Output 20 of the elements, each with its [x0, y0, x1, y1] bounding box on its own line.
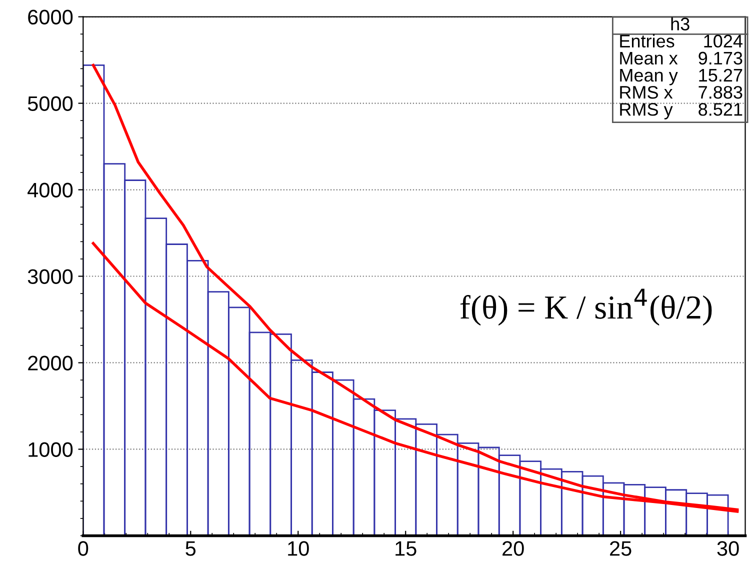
y-tick-label: 3000	[28, 269, 73, 284]
x-tick-label: 20	[502, 541, 524, 556]
y-tick-label: 5000	[28, 96, 73, 112]
text: Entries 1024	[620, 34, 742, 48]
x-tick-label: 30	[717, 541, 739, 556]
text: RMS x 7.883	[620, 86, 742, 99]
y-tick-label: 4000	[28, 182, 73, 198]
annotation: h3	[671, 17, 690, 30]
x-tick-label: 15	[396, 541, 416, 556]
annotation: f(θ) = K / sin$^{4}$(θ/2)	[460, 288, 712, 326]
x-tick-label: 25	[610, 541, 632, 556]
y-tick-label: 2000	[28, 356, 73, 370]
x-tick-label: 10	[288, 541, 309, 556]
annotation: Mean y 15.27	[620, 68, 742, 86]
y-tick-label: 1000	[28, 442, 73, 457]
text: RMS y 8.521	[620, 103, 742, 120]
x-tick-label: 5	[186, 541, 196, 556]
y-tick-label: 6000	[28, 10, 73, 25]
annotation: Mean x 9.173	[620, 52, 742, 65]
x-tick-label: 0	[78, 541, 88, 556]
